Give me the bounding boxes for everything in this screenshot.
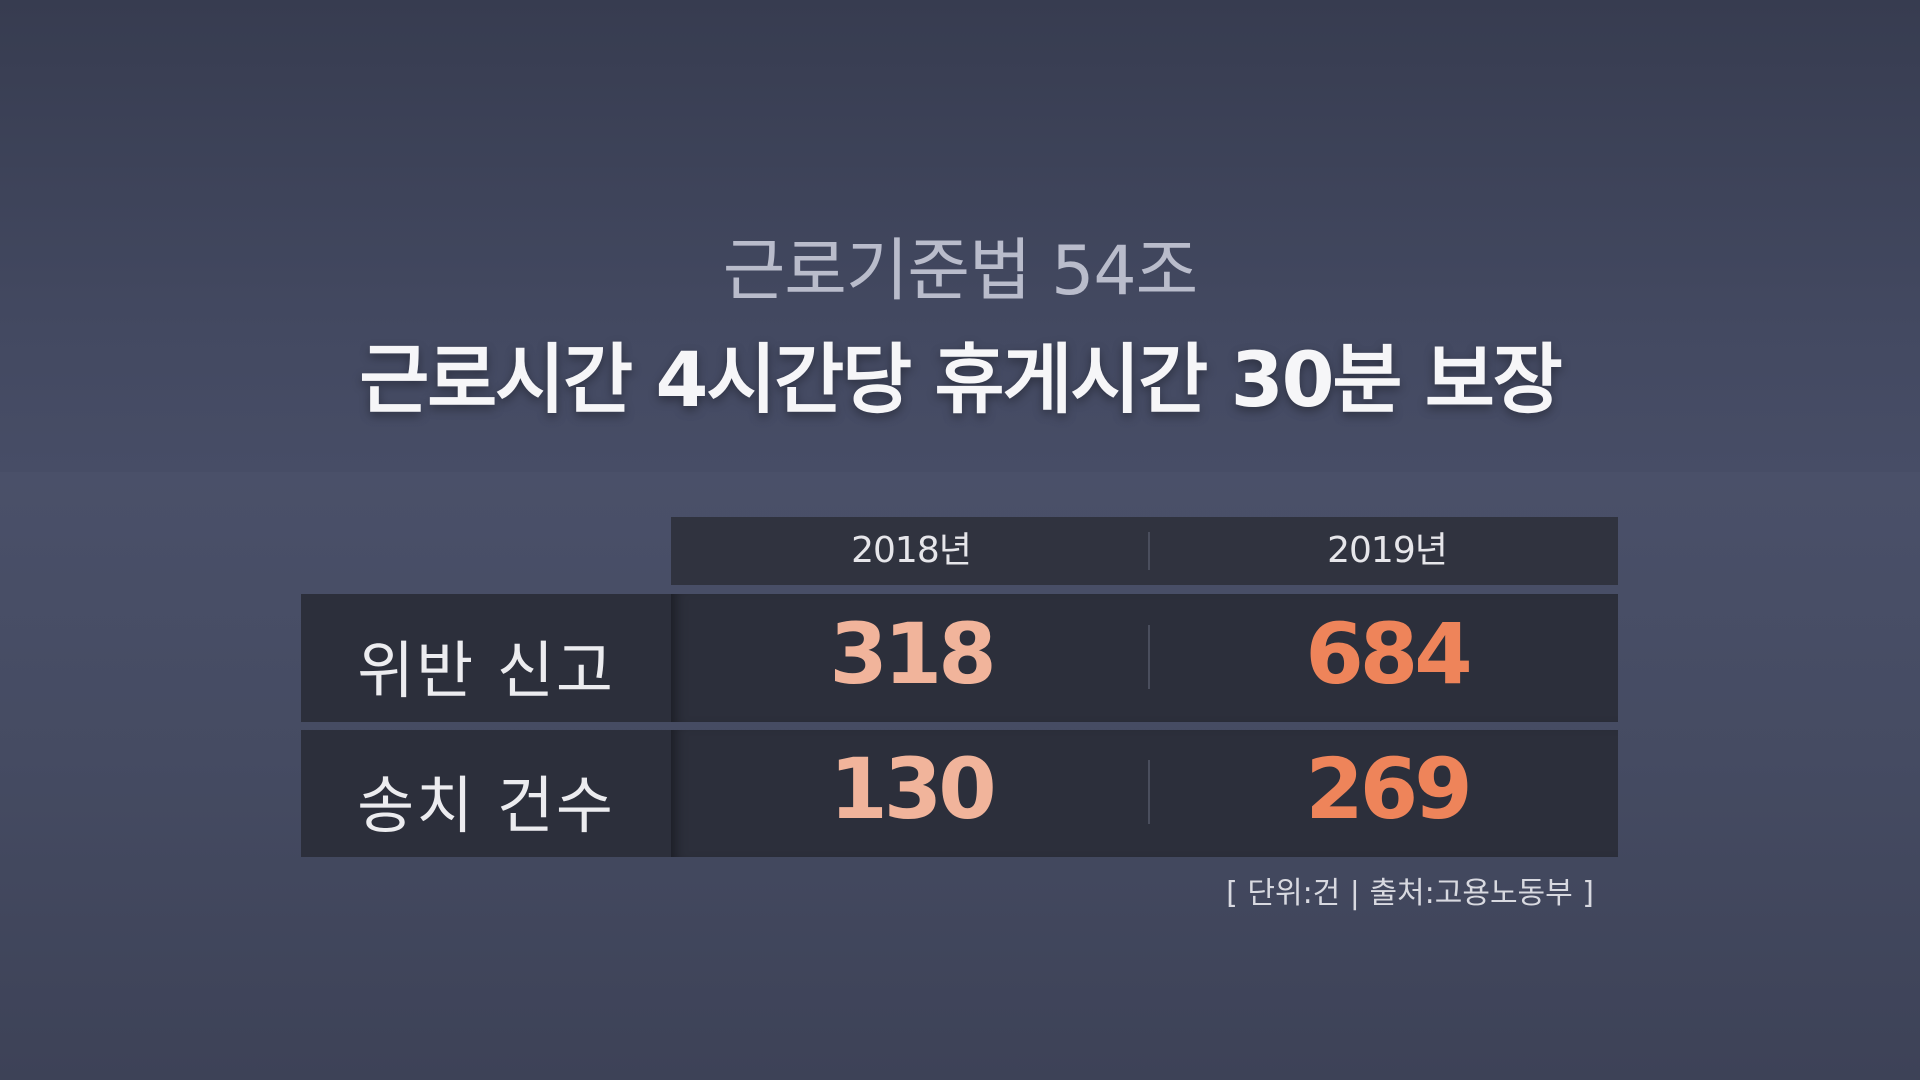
value-2018-violation-reports: 318 (829, 605, 996, 703)
table-row (671, 730, 1618, 857)
title-law-article: 근로기준법 54조 (722, 232, 1199, 311)
value-2019-violation-reports: 684 (1305, 605, 1472, 703)
column-header-2019: 2019년 (1327, 530, 1448, 571)
source-footnote: [ 단위:건 | 출처:고용노동부 ] (1226, 876, 1594, 911)
value-2018-referrals: 130 (829, 740, 996, 838)
title-band (0, 0, 1920, 472)
row-label-violation-reports: 위반 신고 (357, 634, 615, 707)
table-row (671, 594, 1618, 722)
table-header (671, 517, 1618, 585)
column-header-2018: 2018년 (851, 530, 972, 571)
column-divider (1148, 532, 1150, 570)
row-label-cell (301, 594, 671, 722)
column-divider (1148, 625, 1150, 689)
row-label-cell (301, 730, 671, 857)
row-label-referrals: 송치 건수 (357, 769, 615, 842)
column-divider (1148, 760, 1150, 824)
value-2019-referrals: 269 (1305, 740, 1472, 838)
title-headline: 근로시간 4시간당 휴게시간 30분 보장 (359, 335, 1562, 424)
